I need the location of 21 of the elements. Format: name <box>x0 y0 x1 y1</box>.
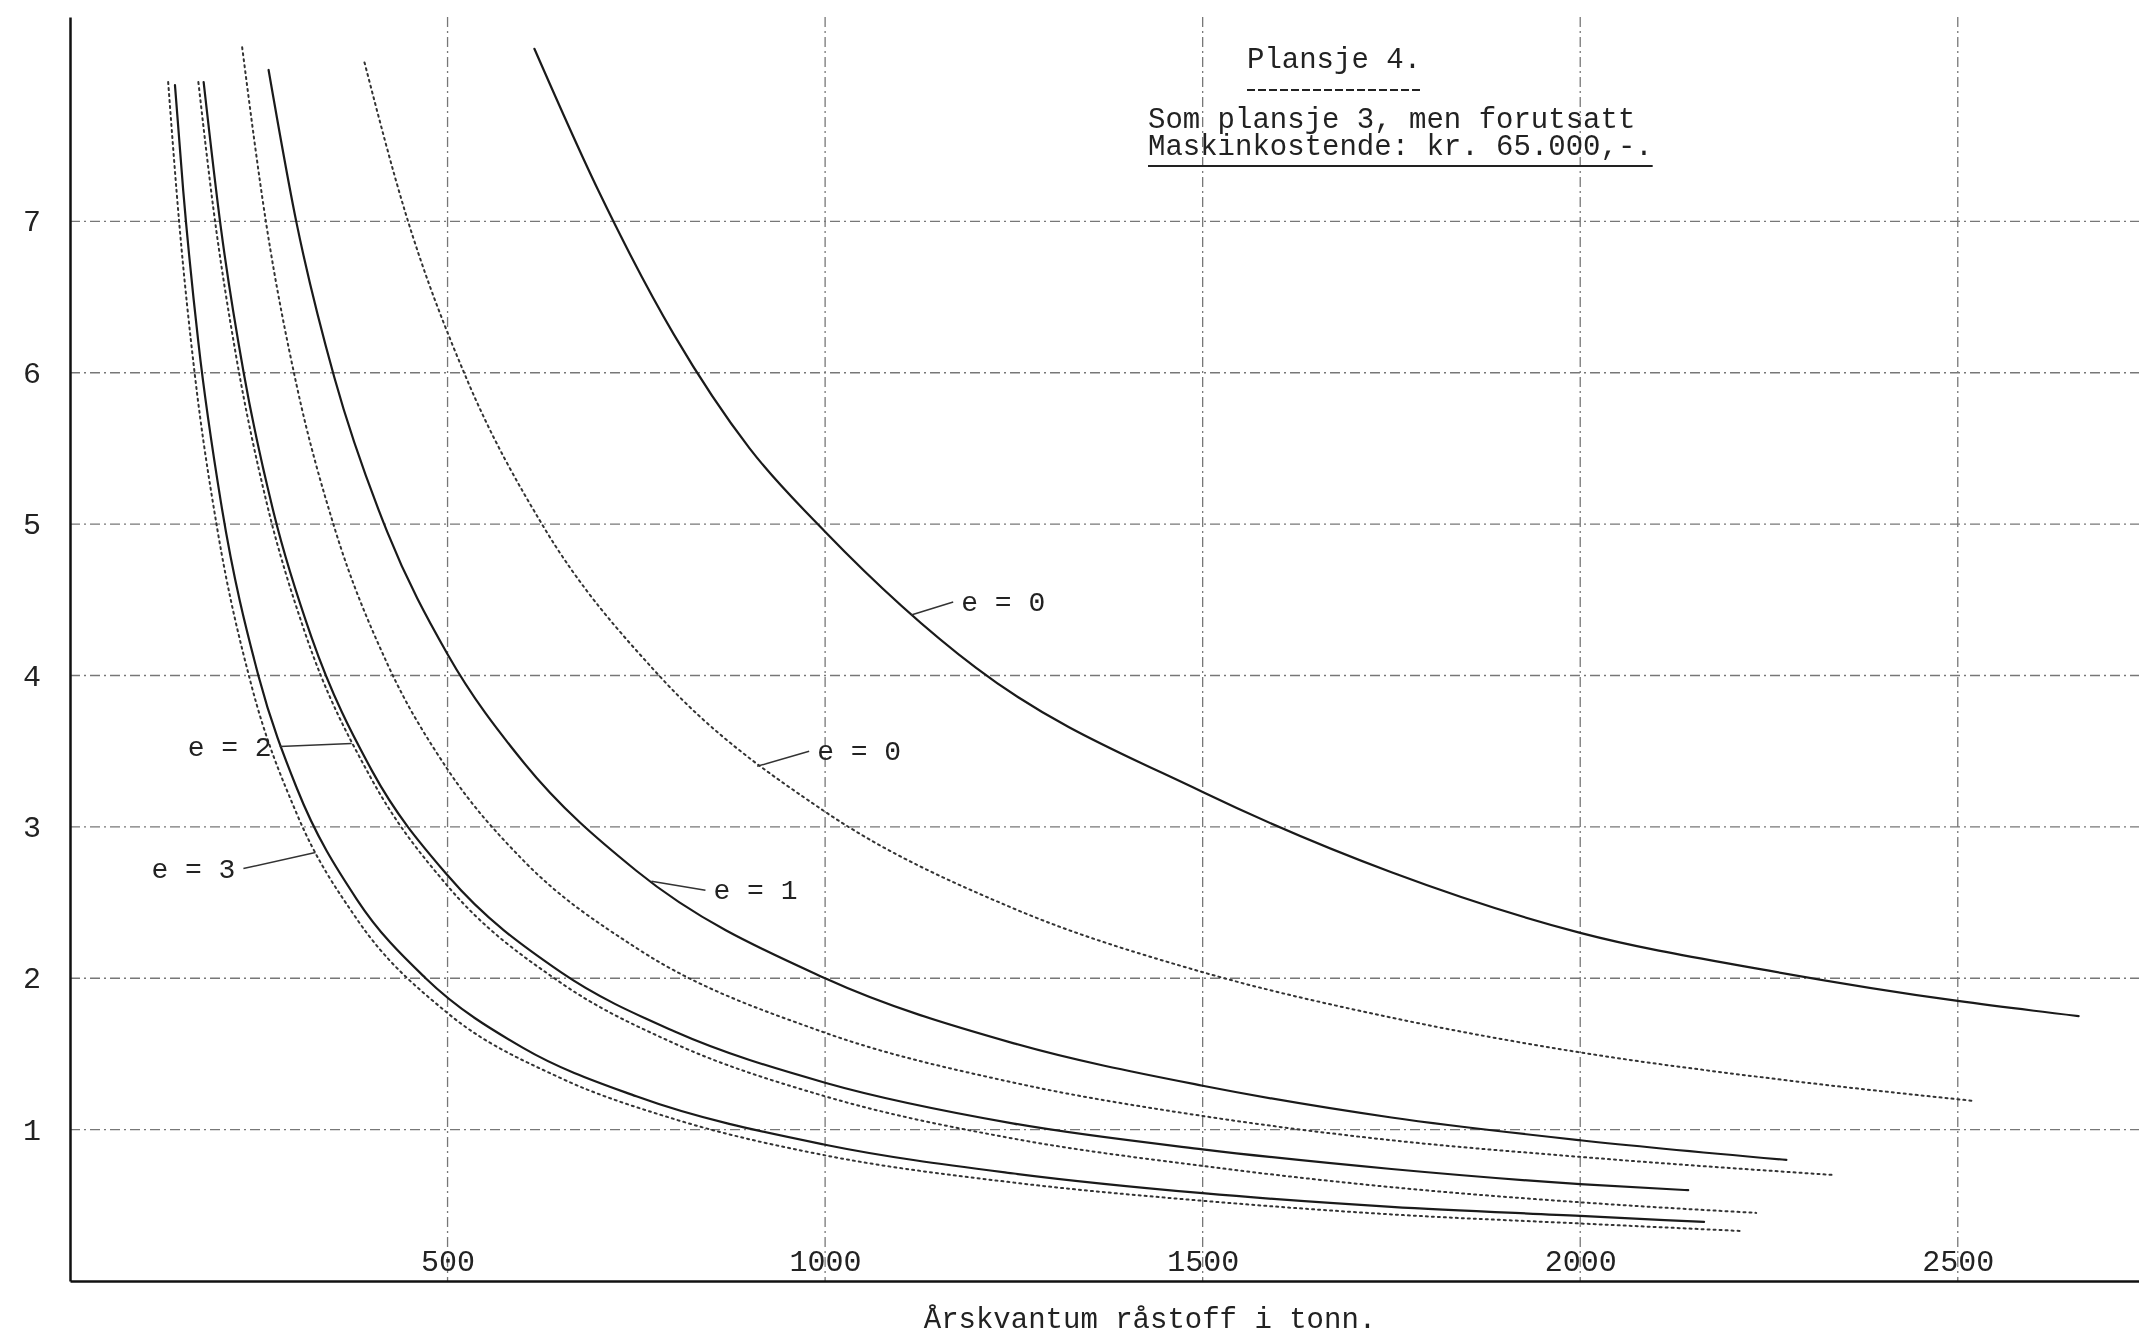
annotation: e = 0 <box>961 587 1046 619</box>
x-axis-title: Årskvantum råstoff i tonn. <box>923 1304 1377 1334</box>
x-tick-label: 2000 <box>1544 1246 1617 1280</box>
x-tick-label: 1500 <box>1167 1246 1240 1280</box>
text: Som plansje 3, men forutsatt Maskinkostende: kr. 65.000,-. <box>1148 104 1653 164</box>
annotation: e = 3 <box>151 854 236 886</box>
x-tick-label: 500 <box>421 1246 476 1280</box>
text: Plansje 4. <box>1247 44 1422 77</box>
y-tick-label: 4 <box>22 660 42 695</box>
annotation: e = 0 <box>817 737 902 769</box>
y-tick-label: 6 <box>22 357 42 392</box>
x-tick-label: 1000 <box>789 1246 862 1280</box>
y-tick-label: 7 <box>22 206 42 241</box>
annotation: e = 1 <box>713 876 798 908</box>
line-series <box>533 47 2080 1018</box>
y-tick-label: 5 <box>22 509 42 544</box>
annotation: e = 2 <box>187 732 272 764</box>
y-tick-label: 3 <box>22 811 42 846</box>
y-tick-label: 1 <box>22 1114 42 1149</box>
x-tick-label: 2500 <box>1922 1246 1995 1280</box>
y-tick-label: 2 <box>22 963 42 998</box>
